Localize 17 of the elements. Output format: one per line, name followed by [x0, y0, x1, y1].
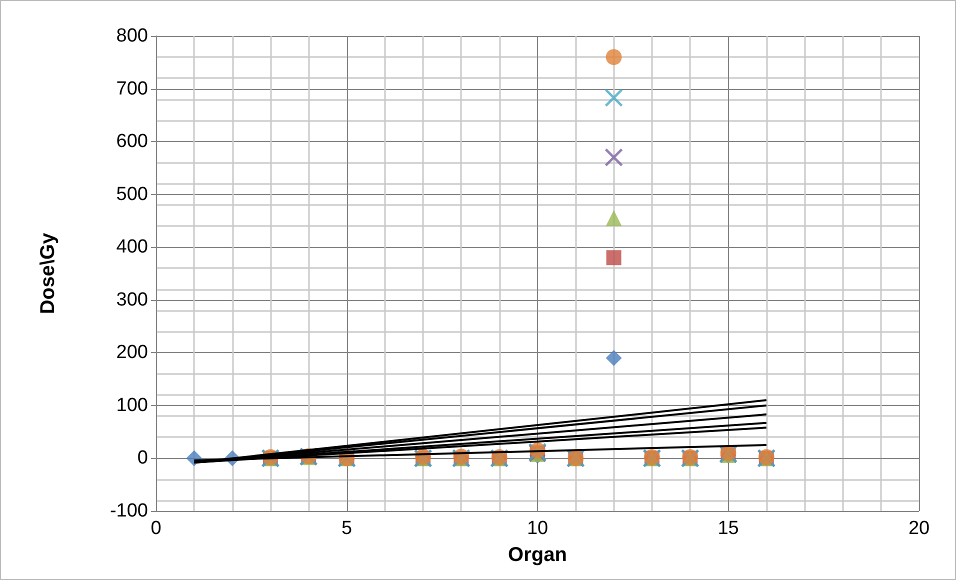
y-tick-label: 100	[116, 394, 148, 416]
y-axis-title: Dose\Gy	[37, 232, 59, 314]
y-tick-label: 0	[137, 448, 148, 469]
y-tick-label: 700	[116, 78, 148, 100]
x-tick-label: 20	[908, 518, 930, 539]
y-tick-label: -100	[110, 500, 148, 522]
y-tick-label: 600	[116, 131, 148, 152]
y-tick-label: 300	[116, 289, 148, 310]
y-tick-label: 400	[116, 236, 148, 258]
x-tick-label: 0	[150, 518, 162, 539]
x-tick-label: 15	[718, 518, 739, 539]
y-tick-label: 500	[116, 184, 148, 205]
y-tick-label: 800	[116, 26, 148, 46]
x-tick-label: 10	[526, 518, 548, 539]
x-tick-label: 5	[341, 518, 352, 539]
y-tick-label: 200	[116, 342, 148, 364]
x-axis-title: Organ	[508, 544, 567, 566]
